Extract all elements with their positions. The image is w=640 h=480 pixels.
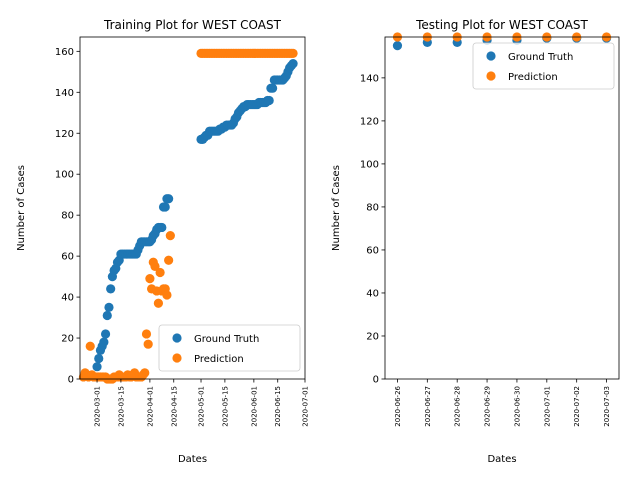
y-tick-label: 20 — [366, 331, 379, 342]
legend: Ground Truth Prediction — [158, 324, 301, 372]
data-point — [164, 255, 174, 265]
y-tick-label: 100 — [360, 159, 379, 170]
data-point — [288, 48, 298, 58]
legend-marker — [486, 71, 496, 81]
data-point — [92, 362, 102, 372]
y-tick-label: 0 — [68, 375, 74, 386]
data-point — [85, 341, 95, 351]
y-tick-label: 120 — [360, 116, 379, 127]
x-axis-label: Dates — [487, 454, 516, 465]
y-tick-label: 140 — [360, 73, 379, 84]
data-point — [164, 194, 174, 204]
data-point — [143, 339, 153, 349]
chart-title: Training Plot for WEST COAST — [103, 18, 282, 32]
data-point — [162, 290, 172, 300]
data-point — [160, 202, 170, 212]
y-axis-label: Number of Cases — [331, 165, 342, 251]
data-point — [99, 337, 109, 347]
data-point — [165, 231, 175, 241]
y-axis-label: Number of Cases — [16, 165, 27, 251]
x-tick-label: 2020-06-30 — [513, 386, 521, 427]
y-tick-label: 80 — [61, 211, 74, 222]
legend-box — [158, 324, 301, 372]
x-tick-label: 2020-06-26 — [394, 385, 402, 426]
x-tick-label: 2020-07-02 — [573, 386, 581, 427]
x-tick-label: 2020-07-01 — [302, 386, 310, 427]
data-point — [140, 368, 150, 378]
x-tick-label: 2020-05-15 — [221, 386, 229, 427]
legend-label: Ground Truth — [508, 52, 573, 63]
x-tick-label: 2020-06-28 — [454, 386, 462, 427]
data-point — [264, 95, 274, 106]
plot-frame — [384, 36, 620, 380]
data-point — [100, 329, 111, 339]
data-point — [145, 274, 155, 284]
x-tick-label: 2020-04-15 — [170, 386, 178, 427]
data-point — [157, 222, 167, 233]
legend-marker — [486, 51, 496, 61]
x-tick-label: 2020-05-01 — [198, 386, 206, 427]
legend-marker — [172, 353, 182, 363]
chart-2: 0 20 40 60 80 100 120 140 2020-06-26 2020-06-27 20… — [331, 18, 620, 465]
y-tick-label: 80 — [366, 202, 379, 213]
data-point — [288, 59, 298, 69]
x-tick-label: 2020-03-15 — [117, 386, 125, 427]
y-tick-label: 100 — [55, 170, 74, 181]
legend-label: Ground Truth — [194, 334, 259, 345]
legend: Ground Truth Prediction — [472, 42, 615, 90]
legend-marker — [172, 333, 182, 343]
legend-label: Prediction — [194, 354, 244, 365]
x-tick-label: 2020-06-15 — [274, 386, 282, 427]
x-tick-label: 2020-03-01 — [94, 386, 102, 427]
x-tick-label: 2020-06-01 — [250, 386, 258, 427]
y-tick-label: 120 — [55, 129, 74, 140]
chart-title: Testing Plot for WEST COAST — [415, 18, 588, 32]
data-point — [268, 83, 278, 93]
chart-1: 0 20 40 60 80 100 120 140 160 2020-03-01 2020-03-1… — [16, 18, 310, 465]
series-ground-truth — [92, 59, 298, 372]
data-point — [102, 310, 112, 321]
x-tick-label: 2020-07-03 — [603, 386, 611, 427]
y-tick-label: 40 — [366, 288, 379, 299]
data-point — [153, 298, 164, 308]
data-point — [392, 41, 403, 51]
series-prediction — [78, 48, 298, 384]
plot-frame — [79, 36, 306, 380]
y-tick-label: 140 — [55, 88, 74, 99]
y-tick-label: 40 — [61, 293, 74, 304]
legend-label: Prediction — [508, 72, 558, 83]
data-point — [155, 267, 165, 278]
data-point — [150, 261, 160, 271]
x-tick-label: 2020-04-01 — [146, 386, 154, 427]
y-tick-label: 160 — [55, 47, 74, 58]
x-tick-label: 2020-06-27 — [424, 386, 432, 427]
y-tick-label: 20 — [61, 334, 74, 345]
y-tick-label: 0 — [373, 375, 379, 386]
data-point — [94, 353, 104, 364]
data-point — [141, 329, 152, 339]
x-tick-label: 2020-07-01 — [543, 386, 551, 427]
x-tick-label: 2020-06-29 — [484, 386, 492, 427]
x-axis-label: Dates — [178, 454, 207, 465]
legend-box — [472, 42, 615, 90]
y-tick-label: 60 — [61, 252, 74, 263]
y-tick-label: 60 — [366, 245, 379, 256]
data-point — [104, 302, 114, 312]
data-point — [106, 284, 116, 294]
